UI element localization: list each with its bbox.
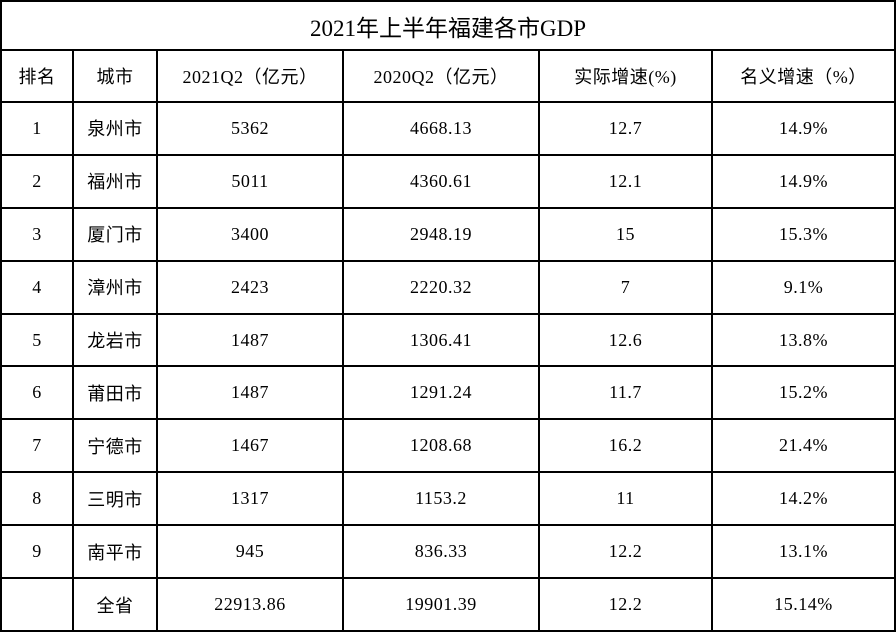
cell-real-growth: 12.2 [538,524,713,580]
cell-rank: 5 [0,312,74,368]
cell-nominal-growth: 14.9% [710,153,896,209]
cell-gdp-2021q2: 5362 [156,101,344,156]
cell-rank: 6 [0,365,74,421]
cell-gdp-2020q2: 4668.13 [342,101,540,156]
cell-nominal-growth: 13.1% [710,524,896,580]
column-header-nominal-growth: 名义增速（%） [710,49,896,103]
table-row: 9 南平市 945 836.33 12.2 13.1% [0,524,896,580]
table-row: 7 宁德市 1467 1208.68 16.2 21.4% [0,418,896,474]
cell-gdp-2021q2: 3400 [156,206,344,262]
cell-nominal-growth: 21.4% [710,418,896,474]
table-footer-row: 全省 22913.86 19901.39 12.2 15.14% [0,577,896,632]
cell-gdp-2020q2: 1306.41 [342,312,540,368]
cell-gdp-2021q2: 5011 [156,153,344,209]
cell-nominal-growth: 15.2% [710,365,896,421]
cell-city: 泉州市 [72,101,158,156]
cell-rank: 7 [0,418,74,474]
cell-gdp-2021q2: 2423 [156,259,344,315]
cell-gdp-2021q2: 945 [156,524,344,580]
table-row: 3 厦门市 3400 2948.19 15 15.3% [0,206,896,262]
cell-city: 全省 [72,577,158,632]
cell-gdp-2021q2: 1467 [156,418,344,474]
cell-rank: 1 [0,101,74,156]
cell-real-growth: 12.7 [538,101,713,156]
table-row: 1 泉州市 5362 4668.13 12.7 14.9% [0,101,896,156]
cell-real-growth: 7 [538,259,713,315]
cell-gdp-2021q2: 22913.86 [156,577,344,632]
cell-city: 福州市 [72,153,158,209]
column-header-city: 城市 [72,49,158,103]
cell-nominal-growth: 14.9% [710,101,896,156]
page-title: 2021年上半年福建各市GDP [0,0,896,51]
cell-nominal-growth: 15.14% [710,577,896,632]
cell-real-growth: 12.1 [538,153,713,209]
cell-city: 三明市 [72,471,158,527]
cell-gdp-2021q2: 1317 [156,471,344,527]
cell-nominal-growth: 14.2% [710,471,896,527]
cell-gdp-2021q2: 1487 [156,365,344,421]
cell-city: 龙岩市 [72,312,158,368]
table-header-row: 排名 城市 2021Q2（亿元） 2020Q2（亿元） 实际增速(%) 名义增速… [0,49,896,103]
cell-city: 莆田市 [72,365,158,421]
cell-rank: 4 [0,259,74,315]
cell-city: 漳州市 [72,259,158,315]
column-header-real-growth: 实际增速(%) [538,49,713,103]
cell-rank: 9 [0,524,74,580]
cell-real-growth: 11.7 [538,365,713,421]
cell-rank [0,577,74,632]
column-header-gdp-2020q2: 2020Q2（亿元） [342,49,540,103]
cell-rank: 8 [0,471,74,527]
cell-rank: 3 [0,206,74,262]
cell-gdp-2020q2: 836.33 [342,524,540,580]
cell-nominal-growth: 9.1% [710,259,896,315]
cell-city: 宁德市 [72,418,158,474]
table-title-row: 2021年上半年福建各市GDP [0,0,896,51]
table-row: 5 龙岩市 1487 1306.41 12.6 13.8% [0,312,896,368]
table-row: 4 漳州市 2423 2220.32 7 9.1% [0,259,896,315]
cell-real-growth: 15 [538,206,713,262]
cell-gdp-2020q2: 1208.68 [342,418,540,474]
cell-gdp-2020q2: 4360.61 [342,153,540,209]
cell-city: 厦门市 [72,206,158,262]
cell-rank: 2 [0,153,74,209]
cell-real-growth: 16.2 [538,418,713,474]
table-row: 2 福州市 5011 4360.61 12.1 14.9% [0,153,896,209]
cell-gdp-2021q2: 1487 [156,312,344,368]
cell-real-growth: 12.6 [538,312,713,368]
cell-real-growth: 12.2 [538,577,713,632]
cell-gdp-2020q2: 2220.32 [342,259,540,315]
cell-nominal-growth: 13.8% [710,312,896,368]
table-row: 6 莆田市 1487 1291.24 11.7 15.2% [0,365,896,421]
column-header-rank: 排名 [0,49,74,103]
table-row: 8 三明市 1317 1153.2 11 14.2% [0,471,896,527]
cell-gdp-2020q2: 1153.2 [342,471,540,527]
cell-city: 南平市 [72,524,158,580]
cell-gdp-2020q2: 1291.24 [342,365,540,421]
cell-real-growth: 11 [538,471,713,527]
cell-gdp-2020q2: 19901.39 [342,577,540,632]
cell-gdp-2020q2: 2948.19 [342,206,540,262]
column-header-gdp-2021q2: 2021Q2（亿元） [156,49,344,103]
cell-nominal-growth: 15.3% [710,206,896,262]
